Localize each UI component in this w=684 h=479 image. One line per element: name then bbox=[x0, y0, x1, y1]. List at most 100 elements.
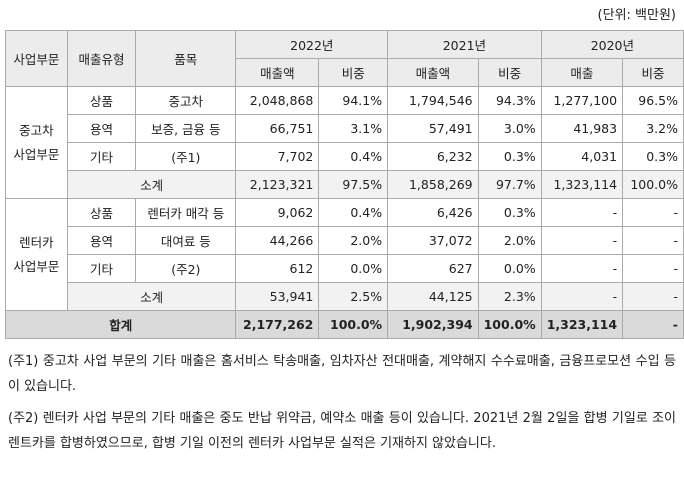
data-row: 용역 대여료 등 44,266 2.0% 37,072 2.0% - - bbox=[6, 226, 684, 255]
header-cell: 매출유형 bbox=[66, 30, 137, 87]
data-row: 렌터카 사업부문 상품 렌터카 매각 등 9,062 0.4% 6,426 0.3% - - bbox=[5, 198, 684, 311]
item-cell: 보증, 금융 등 bbox=[135, 114, 237, 143]
value-cell: 2.0% bbox=[477, 226, 542, 255]
item-cell: 중고차 bbox=[135, 86, 237, 115]
item-cell: 렌터카 매각 등 bbox=[135, 198, 237, 227]
value-cell: - bbox=[540, 282, 624, 311]
value-cell: 0.3% bbox=[477, 198, 542, 227]
header-cell: 매출액 bbox=[235, 58, 320, 87]
item-cell: (주2) bbox=[135, 254, 237, 283]
value-cell: 2,048,868 bbox=[235, 86, 320, 115]
value-cell: 2,123,321 bbox=[235, 170, 320, 199]
header-cell: 비중 bbox=[477, 58, 542, 87]
value-cell: 7,702 bbox=[235, 142, 320, 171]
year-header: 2020년 bbox=[540, 30, 684, 59]
value-cell: 3.1% bbox=[318, 114, 389, 143]
value-cell: 1,323,114 bbox=[540, 310, 624, 339]
data-row: 기타 (주1) 7,702 0.4% 6,232 0.3% 4,031 0.3% bbox=[6, 142, 684, 171]
header-row: 사업부문 매출유형 품목 2022년 2021년 2020년 bbox=[5, 30, 684, 87]
value-cell: - bbox=[540, 198, 624, 227]
data-row: 용역 보증, 금융 등 66,751 3.1% 57,491 3.0% 41,983 3.2% bbox=[6, 114, 684, 143]
type-cell: 용역 bbox=[66, 114, 137, 143]
segment-line: 사업부문 bbox=[13, 258, 60, 274]
value-cell: 44,125 bbox=[387, 282, 479, 311]
value-cell: 3.2% bbox=[622, 114, 684, 143]
header-row: 매출액 비중 매출액 비중 매출 비중 bbox=[6, 58, 684, 87]
value-cell: 2,177,262 bbox=[235, 310, 320, 339]
type-cell: 용역 bbox=[66, 226, 137, 255]
value-cell: 2.5% bbox=[318, 282, 389, 311]
value-cell: 53,941 bbox=[235, 282, 320, 311]
value-cell: 100.0% bbox=[318, 310, 389, 339]
value-cell: 627 bbox=[387, 254, 479, 283]
value-cell: 100.0% bbox=[622, 170, 684, 199]
value-cell: - bbox=[622, 282, 684, 311]
note: (주1) 중고차 사업 부문의 기타 매출은 홈서비스 탁송매출, 임차자산 전… bbox=[8, 354, 676, 394]
value-cell: 96.5% bbox=[622, 86, 684, 115]
value-cell: 94.1% bbox=[318, 86, 389, 115]
type-cell: 상품 bbox=[66, 198, 137, 227]
value-cell: 9,062 bbox=[235, 198, 320, 227]
value-cell: - bbox=[622, 254, 684, 283]
value-cell: 1,902,394 bbox=[387, 310, 479, 339]
value-cell: 4,031 bbox=[540, 142, 624, 171]
header-cell: 비중 bbox=[622, 58, 684, 87]
value-cell: 6,232 bbox=[387, 142, 479, 171]
header-cell: 품목 bbox=[135, 30, 237, 87]
value-cell: 1,277,100 bbox=[540, 86, 624, 115]
unit-label: (단위: 백만원) bbox=[597, 8, 676, 23]
data-row: 기타 (주2) 612 0.0% 627 0.0% - - bbox=[6, 254, 684, 283]
value-cell: 6,426 bbox=[387, 198, 479, 227]
value-cell: 0.0% bbox=[318, 254, 389, 283]
year-header: 2022년 bbox=[235, 30, 389, 59]
type-cell: 기타 bbox=[66, 142, 137, 171]
subtotal-label: 소계 bbox=[66, 170, 237, 199]
segment-line: 렌터카 bbox=[19, 234, 54, 250]
value-cell: 100.0% bbox=[477, 310, 542, 339]
segment-line: 사업부문 bbox=[13, 146, 60, 162]
item-cell: 대여료 등 bbox=[135, 226, 237, 255]
value-cell: 0.4% bbox=[318, 198, 389, 227]
value-cell: 0.4% bbox=[318, 142, 389, 171]
value-cell: 2.0% bbox=[318, 226, 389, 255]
value-cell: 1,858,269 bbox=[387, 170, 479, 199]
value-cell: - bbox=[540, 254, 624, 283]
value-cell: - bbox=[622, 226, 684, 255]
type-cell: 기타 bbox=[66, 254, 137, 283]
value-cell: 41,983 bbox=[540, 114, 624, 143]
value-cell: 97.5% bbox=[318, 170, 389, 199]
value-cell: 3.0% bbox=[477, 114, 542, 143]
item-cell: (주1) bbox=[135, 142, 237, 171]
header-cell: 비중 bbox=[318, 58, 389, 87]
value-cell: 44,266 bbox=[235, 226, 320, 255]
value-cell: 612 bbox=[235, 254, 320, 283]
value-cell: 1,794,546 bbox=[387, 86, 479, 115]
note: (주2) 렌터카 사업 부문의 기타 매출은 중도 반납 위약금, 예약소 매출… bbox=[8, 411, 676, 451]
segment-line: 중고차 bbox=[19, 122, 54, 138]
value-cell: 97.7% bbox=[477, 170, 542, 199]
data-row: 중고차 사업부문 상품 중고차 2,048,868 94.1% 1,794,546 94.3%… bbox=[5, 86, 684, 199]
total-row: 합계 2,177,262 100.0% 1,902,394 100.0% 1,323,11… bbox=[4, 310, 684, 339]
value-cell: 0.3% bbox=[477, 142, 542, 171]
total-label: 합계 bbox=[4, 310, 237, 339]
value-cell: 1,323,114 bbox=[540, 170, 624, 199]
subtotal-label: 소계 bbox=[66, 282, 237, 311]
header-cell: 매출액 bbox=[387, 58, 479, 87]
value-cell: - bbox=[622, 310, 684, 339]
value-cell: 66,751 bbox=[235, 114, 320, 143]
value-cell: 94.3% bbox=[477, 86, 542, 115]
header-cell: 사업부문 bbox=[5, 30, 68, 87]
sales-table: 사업부문 매출유형 품목 2022년 2021년 2020년 매출액 비중 매출액 비중 매출 비중 중… bbox=[4, 30, 684, 339]
value-cell: 2.3% bbox=[477, 282, 542, 311]
value-cell: 0.0% bbox=[477, 254, 542, 283]
subtotal-row: 소계 2,123,321 97.5% 1,858,269 97.7% 1,323,114 1… bbox=[6, 170, 684, 199]
subtotal-row: 소계 53,941 2.5% 44,125 2.3% - - bbox=[6, 282, 684, 311]
type-cell: 상품 bbox=[66, 86, 137, 115]
value-cell: 0.3% bbox=[622, 142, 684, 171]
value-cell: - bbox=[540, 226, 624, 255]
header-cell: 매출 bbox=[540, 58, 624, 87]
value-cell: 37,072 bbox=[387, 226, 479, 255]
